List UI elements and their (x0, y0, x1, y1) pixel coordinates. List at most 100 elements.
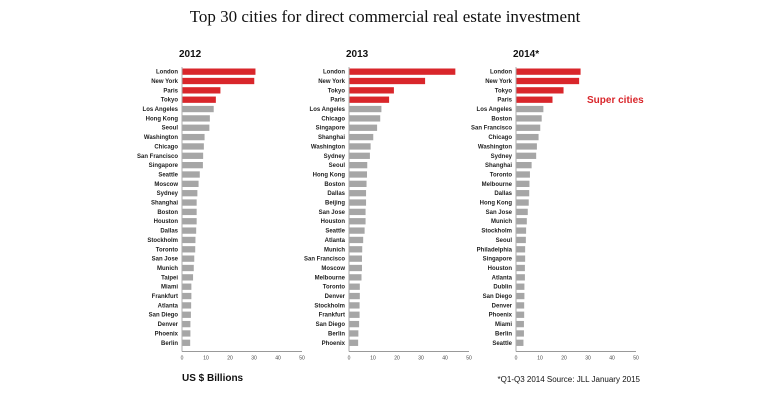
bar (516, 143, 537, 150)
bar (349, 302, 360, 309)
category-label: Paris (163, 88, 178, 94)
category-label: Seoul (496, 238, 513, 244)
bar (349, 152, 370, 159)
x-tick-label: 20 (227, 356, 233, 362)
category-label: Munich (491, 219, 512, 225)
bar (349, 246, 363, 253)
bar (182, 115, 210, 122)
bar (182, 143, 204, 150)
bar (182, 124, 210, 131)
bar (182, 171, 200, 178)
category-label: Paris (330, 98, 345, 104)
bar (516, 246, 526, 253)
category-label: Los Angeles (143, 107, 179, 113)
x-tick-label: 10 (203, 356, 209, 362)
bar (516, 311, 525, 318)
x-tick-label: 0 (348, 356, 351, 362)
category-label: Stockholm (314, 303, 345, 309)
category-label: Hong Kong (146, 116, 179, 122)
category-label: Chicago (488, 135, 512, 141)
category-label: Phoenix (155, 331, 179, 337)
chart-title: Top 30 cities for direct commercial real… (190, 7, 581, 26)
footnote: *Q1-Q3 2014 Source: JLL January 2015 (498, 375, 641, 384)
bar (349, 236, 364, 244)
category-label: Miami (161, 285, 178, 291)
category-label: Houston (154, 219, 179, 225)
category-label: San Diego (483, 294, 513, 300)
category-label: Washington (478, 144, 512, 150)
category-label: San Francisco (137, 154, 178, 160)
bar (349, 264, 362, 272)
category-label: Denver (325, 294, 346, 300)
bar (349, 115, 381, 122)
bar (516, 320, 524, 328)
bar (516, 77, 580, 85)
category-label: Stockholm (147, 238, 178, 244)
bar (349, 87, 394, 94)
category-label: Moscow (154, 182, 178, 188)
category-label: Atlanta (158, 303, 179, 309)
x-axis-label: US $ Billions (182, 373, 244, 384)
category-label: Beijing (325, 201, 345, 207)
bar (182, 199, 197, 206)
bar (349, 96, 390, 103)
bar (182, 330, 191, 337)
bar (516, 208, 528, 216)
x-tick-label: 30 (251, 356, 257, 362)
bar (182, 190, 198, 197)
bar (516, 227, 527, 234)
category-label: Frankfurt (152, 294, 178, 300)
bar (516, 68, 581, 75)
category-label: Seoul (329, 163, 346, 169)
bar (516, 87, 564, 94)
category-label: New York (318, 79, 345, 85)
category-label: Tokyo (328, 88, 346, 94)
bar (182, 68, 256, 75)
category-label: Singapore (483, 257, 513, 263)
category-label: Miami (495, 322, 512, 328)
bar (349, 68, 456, 75)
bar (182, 264, 194, 272)
x-tick-label: 30 (418, 356, 424, 362)
category-label: Sydney (157, 191, 179, 197)
bar (516, 302, 525, 309)
super-cities-annotation: Super cities (587, 95, 644, 106)
category-label: Tokyo (161, 98, 179, 104)
bar (182, 339, 191, 346)
category-label: Phoenix (489, 313, 513, 319)
panel-title: 2013 (346, 49, 369, 60)
category-label: Seoul (162, 126, 179, 132)
bar (516, 180, 530, 187)
bar (516, 171, 530, 178)
bar (516, 218, 527, 225)
bar (516, 264, 525, 272)
category-label: Toronto (490, 172, 513, 178)
category-label: Atlanta (492, 275, 513, 281)
category-label: San Jose (319, 210, 346, 216)
category-label: Hong Kong (313, 172, 346, 178)
bar (349, 218, 366, 225)
bar (349, 274, 362, 281)
bar (516, 236, 526, 244)
x-tick-label: 50 (299, 356, 305, 362)
bar (516, 133, 539, 141)
category-label: San Jose (486, 210, 513, 216)
bar (516, 255, 526, 262)
bar (349, 255, 362, 262)
bar (349, 171, 368, 178)
bar (349, 208, 366, 216)
bar (349, 105, 382, 113)
bar (516, 292, 525, 300)
category-label: Paris (497, 98, 512, 104)
bar (182, 255, 195, 262)
category-label: Sydney (324, 154, 346, 160)
category-label: Houston (321, 219, 346, 225)
category-label: Denver (158, 322, 179, 328)
category-label: Munich (324, 247, 345, 253)
x-tick-label: 0 (181, 356, 184, 362)
x-tick-label: 30 (585, 356, 591, 362)
bar (349, 199, 367, 206)
bar (182, 87, 221, 94)
